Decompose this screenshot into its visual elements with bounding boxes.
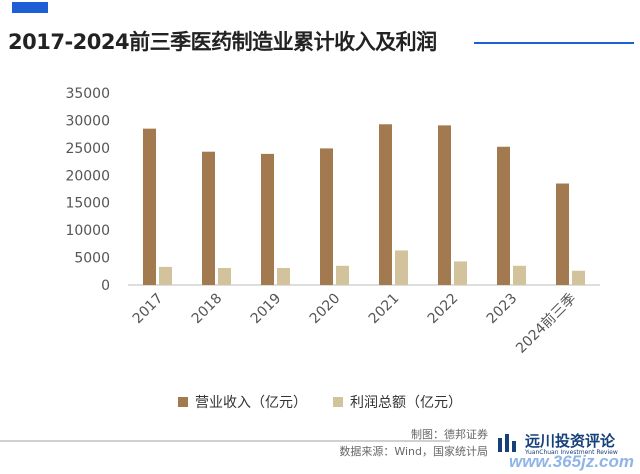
title-rule bbox=[474, 42, 634, 44]
bar-profit-7 bbox=[572, 270, 585, 285]
x-tick-label-1: 2018 bbox=[189, 291, 226, 328]
y-tick-label-4: 20000 bbox=[65, 168, 110, 184]
y-axis-ticks: 0 5000 10000 15000 20000 25000 30000 35000 bbox=[65, 86, 110, 294]
bar-profit-1 bbox=[218, 267, 231, 285]
x-tick-label-2: 2019 bbox=[248, 291, 285, 328]
y-tick-label-0: 0 bbox=[101, 278, 110, 294]
bar-revenue-4 bbox=[379, 124, 392, 285]
y-tick-label-1: 5000 bbox=[74, 251, 110, 267]
brand-name-cn: 远川投资评论 bbox=[525, 432, 616, 450]
source-note: 制图：德邦证券 数据来源：Wind，国家统计局 bbox=[339, 426, 488, 460]
x-tick-label-6: 2023 bbox=[484, 291, 521, 328]
x-tick-label-5: 2022 bbox=[425, 291, 462, 328]
legend-swatch-profit bbox=[333, 397, 343, 407]
bar-profit-5 bbox=[454, 261, 467, 285]
bar-revenue-0 bbox=[143, 128, 156, 285]
brand-logo: 远川投资评论 YuanChuan Investment Review bbox=[497, 428, 637, 470]
x-tick-label-7: 2024前三季 bbox=[512, 290, 579, 357]
legend-item-profit: 利润总额（亿元） bbox=[333, 392, 462, 412]
made-by-text: 制图：德邦证券 bbox=[411, 428, 488, 441]
y-tick-label-2: 10000 bbox=[65, 223, 110, 239]
y-tick-label-3: 15000 bbox=[65, 196, 110, 212]
bar-profit-0 bbox=[159, 266, 172, 285]
legend-item-revenue: 营业收入（亿元） bbox=[178, 392, 307, 412]
bar-profit-2 bbox=[277, 267, 290, 285]
bar-revenue-6 bbox=[497, 146, 510, 285]
bar-revenue-7 bbox=[556, 183, 569, 285]
y-tick-label-6: 30000 bbox=[65, 113, 110, 129]
brand-name-en: YuanChuan Investment Review bbox=[525, 449, 618, 456]
bar-revenue-5 bbox=[438, 125, 451, 285]
bar-profit-6 bbox=[513, 265, 526, 285]
legend: 营业收入（亿元） 利润总额（亿元） bbox=[178, 392, 462, 412]
bar-revenue-3 bbox=[320, 148, 333, 285]
bar-revenue-1 bbox=[202, 151, 215, 285]
bar-group bbox=[143, 124, 585, 285]
y-tick-label-7: 35000 bbox=[65, 86, 110, 102]
brand-mark-icon bbox=[498, 434, 516, 452]
legend-swatch-revenue bbox=[178, 397, 188, 407]
x-tick-label-3: 2020 bbox=[307, 291, 344, 328]
top-accent-bar bbox=[12, 2, 48, 13]
bar-revenue-2 bbox=[261, 153, 274, 285]
data-source-text: 数据来源：Wind，国家统计局 bbox=[339, 445, 488, 458]
x-tick-label-4: 2021 bbox=[366, 291, 403, 328]
chart-title: 2017-2024前三季医药制造业累计收入及利润 bbox=[8, 30, 437, 54]
bar-profit-4 bbox=[395, 250, 408, 285]
bar-profit-3 bbox=[336, 265, 349, 285]
footer-rule bbox=[0, 440, 450, 442]
legend-label-profit: 利润总额（亿元） bbox=[350, 395, 462, 411]
watermark: www.365jz.com bbox=[508, 452, 634, 471]
x-tick-label-0: 2017 bbox=[130, 291, 167, 328]
y-tick-label-5: 25000 bbox=[65, 141, 110, 157]
legend-label-revenue: 营业收入（亿元） bbox=[195, 395, 307, 411]
